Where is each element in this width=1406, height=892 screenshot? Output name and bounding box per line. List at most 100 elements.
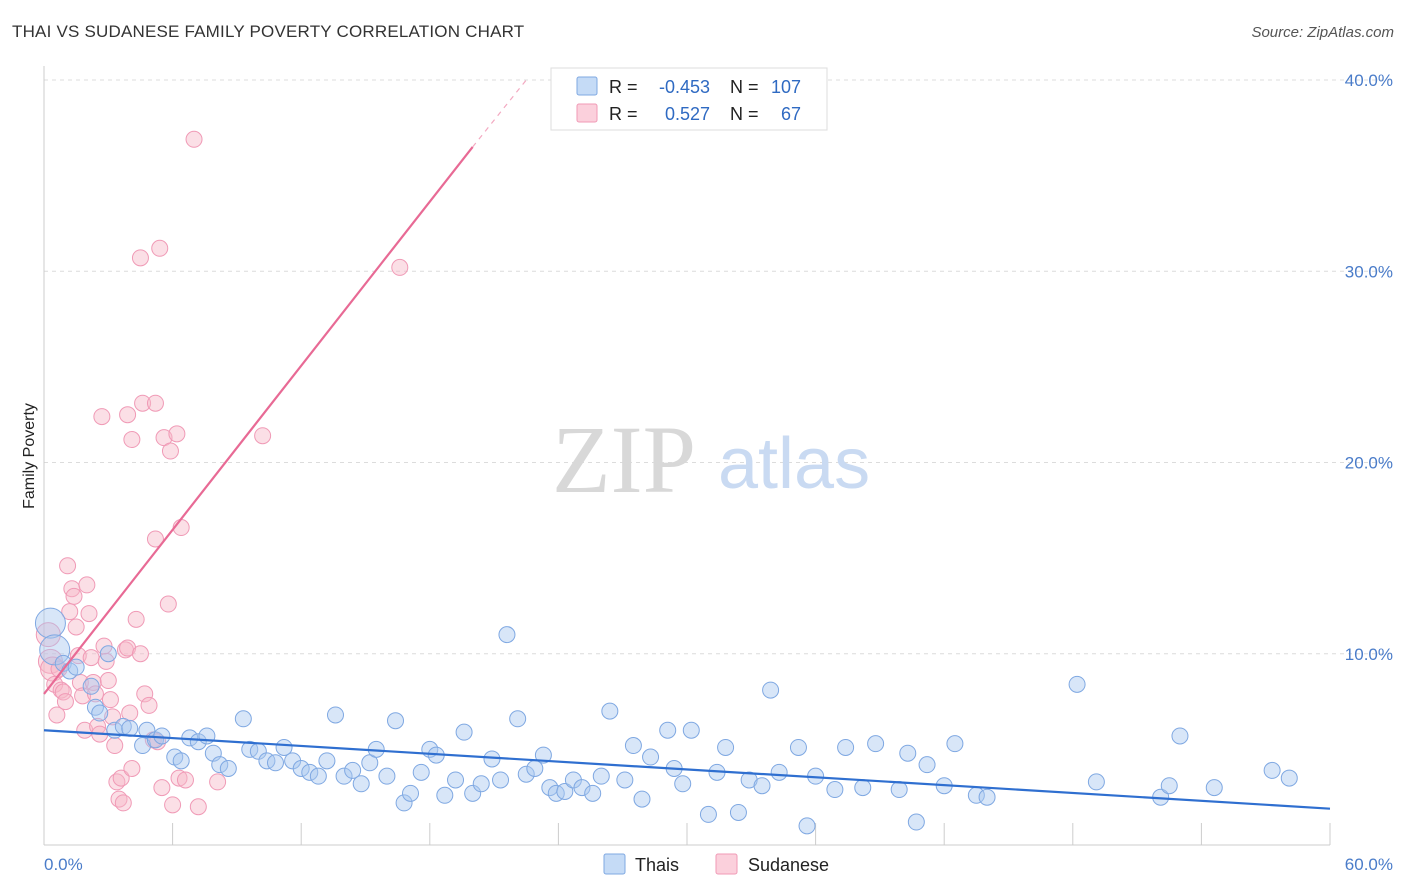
thais-point [326,706,344,724]
sudanese-point [146,530,164,548]
series-legend-swatch-thais [603,853,626,875]
sudanese-point [101,691,119,709]
sudanese-point [48,706,66,724]
thais-point [1068,675,1086,693]
legend-r-value-thais: -0.453 [659,77,710,97]
thais-point [624,737,642,755]
tick-labels: 10.0% 20.0% 30.0% 40.0% 0.0% 60.0% [44,71,1393,874]
thais-point [978,788,996,806]
y-tick-label: 20.0% [1345,454,1393,473]
sudanese-point [119,406,137,424]
thais-point [534,746,552,764]
thais-point [642,748,660,766]
thais-point [798,817,816,835]
sudanese-point [146,394,164,412]
sudanese-point [176,771,194,789]
thais-point [67,658,85,676]
y-tick-label: 10.0% [1345,645,1393,664]
sudanese-point [67,618,85,636]
thais-point [699,805,717,823]
axes [43,66,1331,846]
thais-point [616,771,634,789]
sudanese-point [209,773,227,791]
sudanese-point [93,408,111,426]
sudanese-point [86,685,104,703]
thais-point [447,771,465,789]
thais-point [455,723,473,741]
sudanese-point [80,605,98,623]
thais-point [121,719,139,737]
legend-n-value-sudanese: 67 [781,104,801,124]
sudanese-point [159,595,177,613]
thais-point [211,756,229,774]
thais-point [1280,769,1298,787]
sudanese-point [74,687,92,705]
thais-point [1171,727,1189,745]
thais-point [318,752,336,770]
thais-point [464,784,482,802]
thais-point [266,754,284,772]
legend-n-label-sudanese: N = [730,104,759,124]
thais-point [682,721,700,739]
thais-point [172,752,190,770]
thais-point [378,767,396,785]
thais-point [770,763,788,781]
thais-point [789,738,807,756]
sudanese-point [52,681,70,699]
sudanese-point [168,425,186,443]
series-legend-label-sudanese: Sudanese [748,855,829,875]
sudanese-point [136,685,154,703]
thais-point [412,763,430,781]
thais-point [547,784,565,802]
thais-point [674,775,692,793]
sudanese-point [78,576,96,594]
thais-point [258,752,276,770]
sudanese-point [123,760,141,777]
thais-point [1160,777,1178,795]
sudanese-point [123,431,141,449]
sudanese-trend-line [43,146,474,695]
chart-source: Source: ZipAtlas.com [1251,24,1394,41]
sudanese-point [59,557,77,575]
thais-point [867,735,885,753]
correlation-legend: R = -0.453 N = 107 R = 0.527 N = 67 [550,67,828,131]
sudanese-point [56,693,74,711]
thais-point [907,813,925,831]
thais-point [344,761,362,779]
sudanese-point [131,645,149,663]
sudanese-point [134,394,152,412]
sudanese-point [112,769,130,787]
thais-point [556,782,574,800]
sudanese-point [127,610,145,628]
thais-point [601,702,619,720]
sudanese-point [185,130,203,148]
thais-point [34,607,66,639]
thais-point [899,744,917,762]
sudanese-point [161,442,179,460]
thais-point [99,645,117,663]
thais-point [39,634,71,666]
series-legend-label-thais: Thais [635,855,679,875]
legend-swatch-thais [576,76,598,96]
thais-point [436,786,454,804]
grid-lines [44,79,1394,655]
watermark-atlas: atlas [718,424,870,504]
sudanese-point [114,794,132,812]
legend-r-label-sudanese: R = [609,104,638,124]
thais-point [309,767,327,785]
thais-point [592,767,610,785]
sudanese-trend-extension [472,79,527,148]
thais-point [918,756,936,774]
sudanese-point [99,672,117,690]
thais-point [717,738,735,756]
thais-point [335,767,353,785]
sudanese-point [140,696,158,714]
thais-point [890,781,908,799]
thais-point [189,733,207,751]
legend-swatch-sudanese [576,103,598,123]
sudanese-point [65,587,83,605]
thais-point [659,721,677,739]
sudanese-point [153,779,171,797]
thais-point [573,779,591,797]
